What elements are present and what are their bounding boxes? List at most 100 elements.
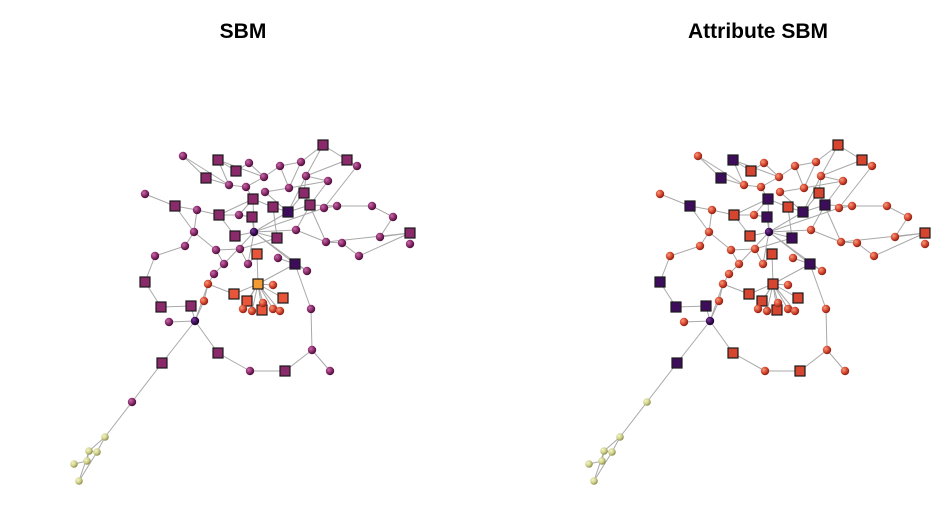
panel-title-sbm: SBM	[219, 20, 267, 43]
sphere-node-left-7	[259, 172, 269, 182]
square-node-left-24	[267, 201, 279, 213]
sphere-node-right-37	[726, 245, 736, 255]
square-node-right-30	[744, 230, 756, 242]
edge-right-33	[733, 198, 769, 216]
square-node-left-30	[229, 230, 241, 242]
square-node-right-14	[813, 187, 825, 199]
square-node-left-18	[169, 200, 181, 212]
square-node-left-73	[212, 347, 224, 359]
square-node-left-20	[213, 209, 225, 221]
sphere-node-right-50	[903, 212, 913, 222]
sphere-node-right-12	[867, 161, 877, 171]
square-node-left-14	[298, 187, 310, 199]
edge-right-96	[768, 211, 804, 233]
sphere-node-right-65	[753, 304, 763, 314]
square-node-left-25	[282, 206, 294, 218]
square-node-left-52	[404, 227, 416, 239]
sphere-node-left-13	[301, 171, 311, 181]
square-node-right-18	[684, 200, 696, 212]
sphere-node-right-84	[600, 447, 608, 455]
sphere-node-right-64	[790, 306, 800, 316]
sphere-node-left-64	[275, 306, 285, 316]
nodes-sbm	[70, 139, 416, 485]
square-node-left-2	[200, 172, 212, 184]
sphere-node-right-16	[799, 183, 809, 193]
sphere-node-left-21	[234, 210, 244, 220]
square-node-left-60	[241, 295, 253, 307]
sphere-node-left-50	[388, 212, 398, 222]
sphere-node-left-65	[238, 304, 248, 314]
edge-right-0	[697, 155, 745, 186]
square-node-right-3	[745, 165, 757, 177]
sphere-node-right-85	[590, 477, 598, 485]
sphere-node-left-72	[306, 304, 316, 314]
sphere-node-right-0	[693, 151, 703, 161]
edge-left-75	[161, 320, 196, 364]
sphere-node-left-82	[83, 457, 91, 465]
edge-right-67	[772, 263, 811, 285]
sphere-node-left-6	[241, 182, 251, 192]
edge-right-53	[708, 231, 732, 251]
square-node-left-54	[139, 276, 151, 288]
sphere-node-left-41	[209, 269, 219, 279]
sphere-node-right-78	[840, 366, 850, 376]
sphere-node-right-53	[920, 239, 930, 249]
edge-right-108	[810, 229, 842, 243]
square-node-right-25	[797, 206, 809, 218]
square-node-left-56	[228, 288, 240, 300]
square-node-left-26	[304, 199, 316, 211]
edge-right-52	[683, 320, 711, 323]
sphere-node-left-43	[273, 253, 283, 263]
sphere-node-right-51	[890, 232, 900, 242]
sphere-node-left-34	[189, 227, 199, 237]
sphere-node-left-8	[275, 161, 285, 171]
edge-left-12	[305, 159, 348, 177]
sphere-node-left-27	[319, 203, 329, 213]
sphere-node-right-38	[750, 244, 760, 254]
square-node-right-60	[756, 295, 768, 307]
edge-right-42	[768, 207, 840, 233]
edge-right-107	[754, 237, 793, 250]
sphere-node-right-34	[704, 227, 714, 237]
square-node-left-10	[317, 139, 329, 151]
edge-right-111	[838, 165, 873, 209]
sphere-node-left-48	[354, 251, 364, 261]
edge-right-16	[803, 180, 844, 189]
square-node-right-56	[743, 288, 755, 300]
sphere-node-right-9	[811, 157, 821, 167]
sphere-node-right-72	[821, 304, 831, 314]
square-node-left-11	[341, 154, 353, 166]
sphere-node-left-62	[247, 306, 257, 316]
square-node-left-59	[277, 292, 289, 304]
sphere-node-left-79	[127, 397, 137, 407]
sphere-node-left-5	[224, 180, 234, 190]
sphere-node-right-49	[882, 201, 892, 211]
edge-right-83	[593, 451, 613, 482]
square-node-right-44	[804, 258, 816, 270]
square-node-left-75	[156, 357, 168, 369]
sphere-node-left-83	[70, 460, 78, 468]
sphere-node-right-82	[598, 457, 606, 465]
sphere-node-right-5	[739, 180, 749, 190]
square-node-left-1	[212, 154, 224, 166]
sphere-node-left-19	[192, 205, 202, 215]
sphere-node-left-47	[337, 238, 347, 248]
sphere-node-left-67	[199, 296, 209, 306]
sphere-node-left-53	[405, 239, 415, 249]
square-node-right-77	[794, 365, 806, 377]
sphere-node-left-9	[296, 157, 306, 167]
sphere-node-right-41	[724, 269, 734, 279]
edge-left-41	[253, 229, 297, 233]
sphere-node-right-6	[756, 182, 766, 192]
sphere-node-right-40	[734, 259, 744, 269]
edge-left-83	[78, 451, 98, 482]
sphere-node-right-31	[764, 227, 774, 237]
edge-left-70	[311, 349, 331, 372]
nodes-attribute-sbm	[585, 139, 931, 485]
sphere-node-left-0	[178, 151, 188, 161]
square-node-left-3	[230, 165, 242, 177]
sphere-node-left-49	[367, 201, 377, 211]
edge-right-101	[802, 175, 822, 213]
square-node-left-77	[279, 365, 291, 377]
